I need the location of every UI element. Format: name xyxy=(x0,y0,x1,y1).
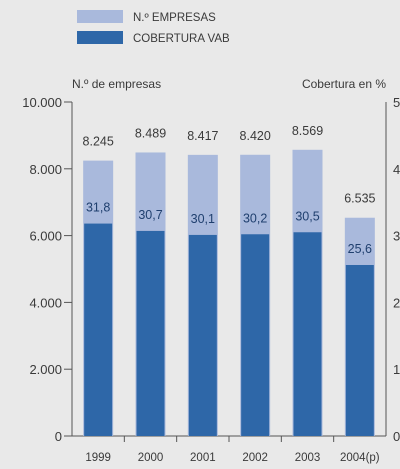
bar-cobertura xyxy=(136,230,165,436)
data-label-cobertura: 30,2 xyxy=(243,211,267,225)
legend-item: COBERTURA VAB xyxy=(77,31,230,45)
bar-cobertura xyxy=(188,234,217,436)
y-tick-label-left: 6.000 xyxy=(29,229,62,244)
y-tick-label-left: 10.000 xyxy=(22,95,62,110)
y-tick-label-right: 30 xyxy=(393,229,400,244)
legend-item: N.º EMPRESAS xyxy=(77,10,216,24)
bar-cobertura xyxy=(293,232,322,436)
bar-cobertura xyxy=(241,234,270,436)
y-tick-label-left: 0 xyxy=(55,429,62,444)
y-tick-label-right: 10 xyxy=(393,362,400,377)
legend-label: COBERTURA VAB xyxy=(133,33,230,45)
x-tick-label: 2002 xyxy=(242,452,268,464)
data-label-empresas: 8.245 xyxy=(83,135,114,149)
data-label-cobertura: 30,1 xyxy=(191,212,215,226)
legend-swatch xyxy=(77,10,123,23)
y-tick-label-right: 0 xyxy=(393,429,400,444)
data-label-cobertura: 30,7 xyxy=(138,208,162,222)
data-label-empresas: 8.569 xyxy=(292,124,323,138)
bar-cobertura xyxy=(345,264,374,436)
y-tick-label-left: 8.000 xyxy=(29,162,62,177)
data-label-cobertura: 30,5 xyxy=(295,209,319,223)
data-label-empresas: 8.489 xyxy=(135,126,166,140)
data-label-empresas: 8.420 xyxy=(240,129,271,143)
x-tick-label: 2004(p) xyxy=(340,452,380,464)
x-tick-label: 1999 xyxy=(85,452,111,464)
x-tick-label: 2001 xyxy=(190,452,216,464)
bar-cobertura xyxy=(84,223,113,436)
y-tick-label-right: 50 xyxy=(393,95,400,110)
data-label-empresas: 6.535 xyxy=(344,192,375,206)
x-tick-label: 2000 xyxy=(138,452,164,464)
plot-area: 0 2.000 4.000 6.000 8.000 10.000 0 10 20 30 40 50 8.… xyxy=(22,95,400,464)
y-tick-label-left: 2.000 xyxy=(29,362,62,377)
y-tick-label-left: 4.000 xyxy=(29,295,62,310)
y-axis-label-left: N.º de empresas xyxy=(72,77,161,91)
data-label-cobertura: 25,6 xyxy=(348,242,372,256)
data-label-empresas: 8.417 xyxy=(187,129,218,143)
y-tick-label-right: 40 xyxy=(393,162,400,177)
y-tick-label-right: 20 xyxy=(393,295,400,310)
legend-swatch xyxy=(77,31,123,44)
legend-label: N.º EMPRESAS xyxy=(133,12,216,24)
x-tick-label: 2003 xyxy=(295,452,321,464)
legend: N.º EMPRESAS COBERTURA VAB xyxy=(77,10,230,45)
y-axis-label-right: Cobertura en % xyxy=(302,77,386,91)
data-label-cobertura: 31,8 xyxy=(86,201,110,215)
